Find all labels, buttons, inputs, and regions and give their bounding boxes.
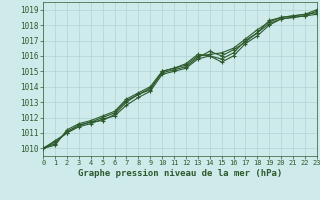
X-axis label: Graphe pression niveau de la mer (hPa): Graphe pression niveau de la mer (hPa) [78,169,282,178]
